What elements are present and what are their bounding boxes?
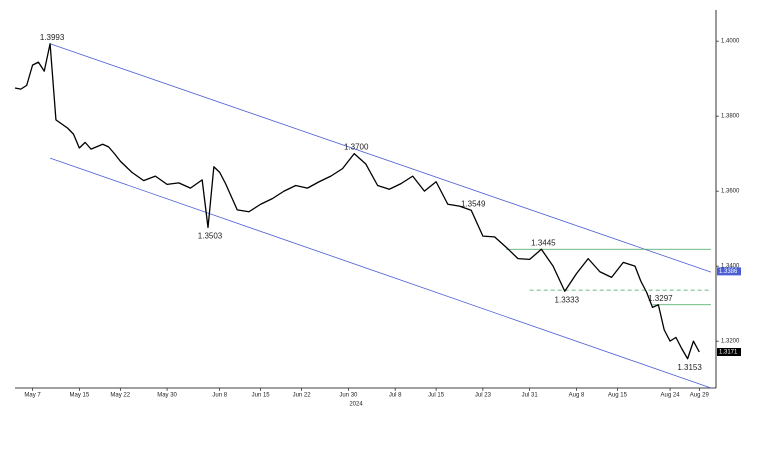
x-tick-label: May 15 — [69, 393, 89, 399]
x-tick-label: Aug 29 — [690, 393, 710, 399]
x-tick-label: Aug 24 — [661, 393, 681, 399]
axis-tag — [717, 267, 741, 276]
y-tick-label: 1.4000 — [721, 39, 740, 45]
axis-tag-label: 1.3386 — [719, 269, 738, 275]
x-tick-label: Jun 15 — [252, 393, 271, 399]
y-tick-label: 1.3200 — [721, 339, 740, 345]
annotation: 1.3445 — [531, 238, 556, 247]
x-tick-label: Jun 22 — [293, 393, 312, 399]
x-tick-label: May 22 — [110, 393, 130, 399]
y-tick-label: 1.3600 — [721, 189, 740, 195]
axis-tag-label: 1.3171 — [719, 350, 738, 356]
annotation: 1.3333 — [555, 295, 580, 304]
x-tick-label: Jul 31 — [522, 393, 539, 399]
annotation: 1.3700 — [344, 143, 369, 152]
x-tick-label: Jul 23 — [475, 393, 492, 399]
axis-tag — [717, 348, 741, 356]
x-tick-label: Jul 15 — [428, 393, 445, 399]
annotation: 1.3993 — [40, 33, 65, 42]
annotation: 1.3503 — [198, 232, 223, 241]
y-tick-label: 1.3800 — [721, 114, 740, 120]
trendline — [49, 157, 712, 389]
x-axis-year: 2024 — [349, 402, 363, 408]
x-tick-label: Jun 8 — [212, 393, 227, 399]
x-tick-label: May 7 — [24, 393, 41, 399]
x-tick-label: Aug 15 — [608, 393, 628, 399]
annotation: 1.3549 — [461, 199, 486, 208]
annotation: 1.3153 — [677, 363, 702, 372]
x-tick-label: Jun 30 — [339, 393, 358, 399]
x-tick-label: Jul 8 — [389, 393, 402, 399]
x-tick-label: Aug 8 — [569, 393, 585, 399]
x-tick-label: May 30 — [157, 393, 177, 399]
y-tick-label: 1.3400 — [721, 264, 740, 270]
annotation: 1.3297 — [648, 294, 673, 303]
price-line — [14, 43, 700, 360]
trendline — [49, 43, 712, 273]
